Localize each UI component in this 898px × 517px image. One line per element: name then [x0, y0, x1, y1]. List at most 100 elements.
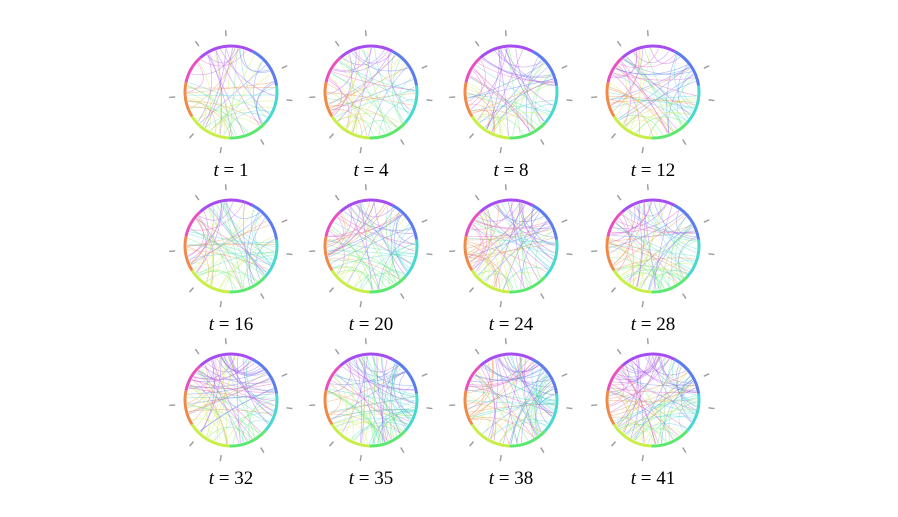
chord-line: [610, 201, 653, 234]
chord-line: [621, 116, 674, 132]
chord-line: [482, 388, 554, 434]
chord-line: [334, 371, 406, 382]
chord-line: [475, 219, 548, 229]
chord-line: [482, 57, 555, 83]
ring-segment: [464, 210, 482, 237]
ring-tick-mark: [426, 407, 433, 410]
chord-line: [378, 234, 414, 290]
chord-line: [335, 373, 401, 434]
chord-line: [469, 385, 554, 414]
chord-line: [610, 387, 657, 445]
chord-line: [609, 95, 696, 106]
time-label: t = 16: [208, 314, 254, 335]
chord-line: [477, 62, 554, 83]
chord-line: [621, 60, 668, 134]
chord-line: [615, 223, 691, 270]
chord-line: [492, 71, 551, 133]
chord-line: [632, 423, 687, 440]
ring-tick-mark: [219, 454, 222, 462]
chord-line: [614, 395, 697, 422]
chord-line: [467, 241, 547, 273]
chord-line: [190, 228, 267, 273]
chord-line: [466, 88, 503, 136]
ring-segment: [464, 56, 482, 83]
chord-line: [355, 358, 363, 443]
chord-line: [332, 51, 388, 73]
chord-line: [479, 214, 490, 279]
chord-line: [390, 364, 401, 434]
chord-line: [223, 240, 275, 290]
ring-segment: [470, 269, 510, 294]
chord-line: [613, 72, 692, 114]
chord-line: [188, 386, 228, 444]
ring-segment: [184, 364, 202, 391]
chord-line: [347, 54, 392, 132]
chord-line: [666, 54, 677, 134]
chord-line: [472, 223, 484, 268]
chord-line: [221, 356, 275, 406]
chord-line: [193, 360, 252, 380]
ring-segment: [251, 358, 279, 394]
chord-line: [531, 207, 556, 247]
ring-segment: [606, 364, 624, 391]
chord-line: [468, 225, 551, 238]
chord-line: [631, 360, 695, 387]
chord-line: [483, 364, 551, 383]
chord-line: [616, 375, 694, 386]
chord-line: [187, 357, 221, 409]
chord-line: [481, 58, 553, 78]
chord-line: [339, 60, 416, 91]
chord-line: [493, 63, 546, 133]
chord-line: [187, 405, 260, 434]
ring-tick-mark: [566, 253, 573, 256]
chord-line: [516, 394, 555, 444]
chord-line: [328, 55, 396, 105]
chord-line: [327, 214, 402, 237]
chord-line: [190, 211, 209, 265]
chord-line: [632, 360, 697, 393]
chord-line: [531, 362, 555, 411]
chord-line: [229, 355, 262, 374]
chord-line: [467, 375, 549, 409]
chord-line: [188, 378, 270, 413]
chord-line: [468, 403, 555, 413]
chord-line: [616, 365, 682, 426]
ring-tick-mark: [364, 338, 367, 345]
time-label: t = 8: [493, 160, 529, 181]
chord-line: [502, 267, 549, 290]
chord-line: [613, 208, 633, 266]
chord-line: [478, 116, 524, 135]
chord-line: [510, 373, 547, 445]
chord-line: [254, 212, 272, 264]
chord-line: [477, 49, 500, 121]
ring-segment: [324, 56, 342, 83]
ring-tick-mark: [616, 194, 622, 201]
chord-line: [482, 366, 546, 379]
ring-tick-mark: [449, 404, 456, 407]
chord-line: [243, 357, 269, 425]
chord-line: [213, 356, 235, 441]
chord-line: [191, 379, 275, 393]
chord-line: [471, 357, 524, 420]
ring-tick-mark: [359, 300, 362, 308]
chord-lines: [466, 48, 555, 137]
chord-line: [190, 48, 236, 76]
chord-diagram: [591, 338, 715, 462]
chord-line: [191, 418, 221, 443]
chord-line: [489, 419, 550, 440]
chord-line: [473, 214, 488, 270]
chord-line: [466, 400, 542, 433]
chord-line: [647, 216, 687, 290]
chord-line: [328, 204, 386, 237]
chord-line: [377, 417, 412, 444]
chord-line: [675, 223, 692, 281]
ring-segment: [369, 121, 407, 140]
chord-line: [482, 212, 518, 290]
chord-line: [650, 47, 681, 64]
ring-tick-mark: [364, 184, 367, 191]
chord-line: [467, 63, 545, 99]
chord-line: [609, 88, 674, 132]
chord-line: [611, 95, 697, 108]
chord-line: [636, 97, 697, 134]
ring-tick-mark: [641, 146, 644, 154]
